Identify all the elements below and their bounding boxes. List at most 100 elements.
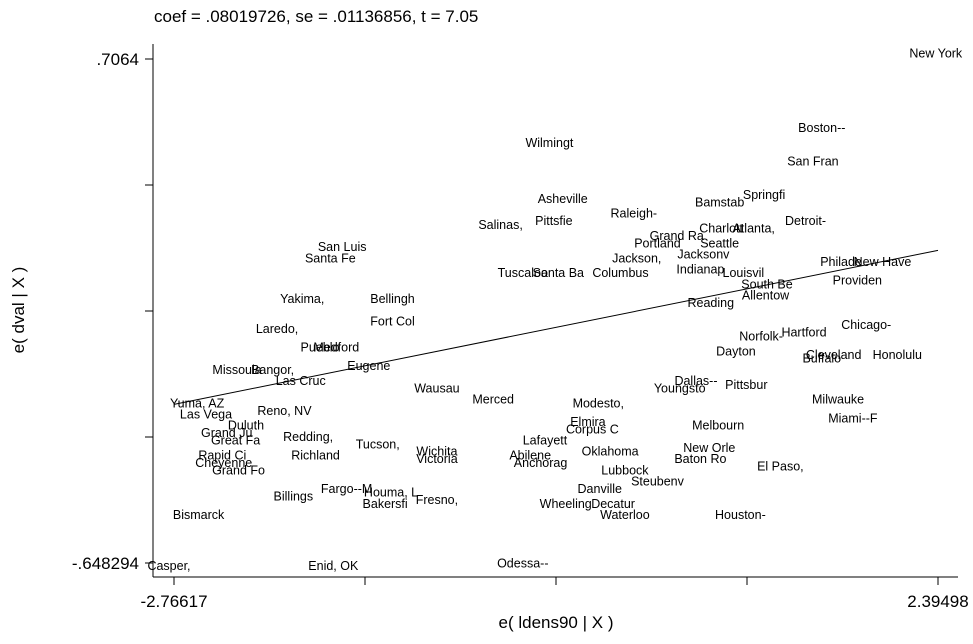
point-label: Wichita [416, 445, 457, 459]
point-label: Grand Ju [201, 426, 252, 440]
x-tick-label: -2.76617 [140, 592, 207, 611]
y-tick-label: -.648294 [72, 554, 139, 573]
point-label: Bellingh [370, 292, 415, 306]
point-label: Duluth [228, 419, 264, 433]
point-label: Reading [687, 296, 734, 310]
point-label: Steubenv [631, 475, 685, 489]
point-label: Pueblo [301, 341, 340, 355]
point-label: Milwauke [812, 393, 864, 407]
point-label: Cheyenne [195, 456, 252, 470]
point-label: Santa Fe [305, 251, 356, 265]
point-label: Las Vega [180, 408, 232, 422]
point-label: Wilmingt [525, 136, 573, 150]
point-label: Las Cruc [276, 374, 326, 388]
point-label: Seattle [700, 236, 739, 250]
point-label: Detroit- [785, 214, 826, 228]
point-label: Providen [833, 274, 882, 288]
point-label: Honolulu [873, 348, 922, 362]
point-label: Richland [291, 448, 340, 462]
point-label: Enid, OK [308, 559, 359, 573]
point-label: Great Fa [211, 434, 260, 448]
point-label: Salinas, [478, 218, 522, 232]
point-label: Cleveland [806, 348, 862, 362]
point-label: Fort Col [370, 315, 414, 329]
x-axis-title: e( ldens90 | X ) [499, 613, 614, 632]
point-label: Laredo, [256, 322, 298, 336]
point-label: Lubbock [601, 463, 649, 477]
point-label: Asheville [538, 192, 588, 206]
point-label: Bakersfi [363, 497, 408, 511]
x-minor-ticks [173, 577, 939, 585]
point-label: Jacksonv [677, 248, 730, 262]
point-label: Miami--F [828, 411, 878, 425]
point-label: Merced [472, 393, 514, 407]
point-label: Corpus C [566, 422, 619, 436]
point-label: Waterloo [600, 508, 650, 522]
point-label: Dallas-- [674, 374, 717, 388]
point-label: Allentow [742, 288, 790, 302]
point-label: El Paso, [757, 460, 804, 474]
point-label: Bangor, [251, 363, 294, 377]
point-label: Hartford [781, 326, 826, 340]
point-label: Modesto, [573, 396, 624, 410]
y-minor-ticks [145, 58, 153, 564]
point-label: Houston- [715, 508, 766, 522]
point-label: Pittsbur [725, 378, 767, 392]
point-label: Oklahoma [582, 445, 639, 459]
point-label: Chicago- [841, 318, 891, 332]
point-label: Atlanta, [733, 222, 775, 236]
y-axis-title: e( dval | X ) [9, 267, 28, 354]
point-label: Pittsfie [535, 214, 573, 228]
point-label: Elmira [570, 415, 605, 429]
point-label: Portland [634, 236, 681, 250]
point-label: Bismarck [173, 508, 225, 522]
point-label: Decatur [591, 497, 635, 511]
x-tick-label: 2.39498 [907, 592, 968, 611]
point-label: Boston-- [798, 121, 845, 135]
point-label: Fresno, [416, 493, 458, 507]
point-label: Grand Ra [650, 229, 704, 243]
point-label: Medford [313, 341, 359, 355]
point-label: Charlott [699, 222, 743, 236]
point-labels: New York Boston-- San Fran Wilmingt Ashevill… [147, 47, 962, 573]
y-tick-labels: -.648294 .7064 [72, 50, 139, 573]
point-label: Columbus [592, 266, 648, 280]
point-label: Abilene [509, 448, 551, 462]
y-tick-label: .7064 [96, 50, 139, 69]
point-label: Danville [578, 482, 623, 496]
point-label: Yuma, AZ [170, 396, 225, 410]
point-label: Reno, NV [257, 404, 312, 418]
point-label: New York [909, 47, 963, 61]
point-label: Springfi [743, 188, 785, 202]
point-label: Lafayett [523, 434, 568, 448]
point-label: Missoula [212, 363, 261, 377]
point-label: Philade [820, 255, 862, 269]
point-label: Raleigh- [611, 207, 658, 221]
point-label: Tucson, [356, 437, 400, 451]
point-label: Indianap [676, 262, 724, 276]
x-tick-labels: -2.76617 2.39498 [140, 592, 968, 611]
point-label: Casper, [147, 559, 190, 573]
point-label: New Orle [683, 441, 735, 455]
point-label: Redding, [283, 430, 333, 444]
point-label: Santa Ba [533, 266, 584, 280]
point-label: Youngsto [654, 381, 706, 395]
point-label: Wausau [414, 381, 459, 395]
point-label: San Luis [318, 240, 367, 254]
point-label: Anchorag [514, 456, 568, 470]
chart-title: coef = .08019726, se = .01136856, t = 7.… [154, 7, 478, 26]
point-label: Houma, L [364, 486, 418, 500]
point-label: Yakima, [280, 292, 324, 306]
point-label: Billings [274, 489, 314, 503]
point-label: Norfolk- [739, 329, 783, 343]
point-label: Wheeling [540, 497, 592, 511]
point-label: Victoria [416, 452, 458, 466]
point-label: Rapid Ci [198, 448, 246, 462]
point-label: Dayton [716, 344, 756, 358]
point-label: Tuscaloo [498, 266, 548, 280]
point-label: San Fran [787, 155, 838, 169]
point-label: Buffalo [802, 352, 841, 366]
point-label: Eugene [347, 359, 390, 373]
